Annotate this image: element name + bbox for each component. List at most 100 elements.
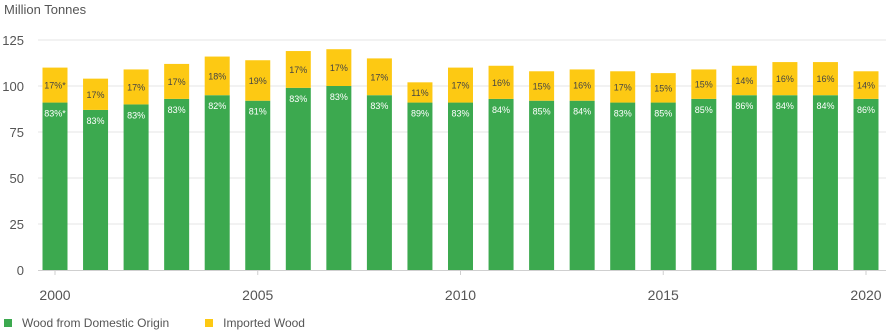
y-tick-label: 100 [2,79,24,94]
bar-domestic-2015 [650,102,676,270]
label-imported-2002: 17% [127,82,145,92]
label-domestic-2000: 83%* [44,109,66,119]
bar-imported-2011 [488,65,514,99]
legend: Wood from Domestic Origin Imported Wood [4,314,341,332]
label-domestic-2007: 83% [330,92,348,102]
bar-domestic-2020 [853,98,879,270]
y-axis-title: Million Tonnes [4,2,87,17]
bars [42,49,879,271]
bar-labels: 17%* 83%* 17% 83% 17% 83% 17% 83% 18% 82% 19% 81% 17… [44,63,875,126]
bar-imported-2002 [123,69,149,105]
label-imported-2015: 15% [654,83,672,93]
bar-imported-2017 [731,65,757,96]
label-imported-2014: 17% [614,82,632,92]
bar-imported-2018 [772,62,798,96]
label-imported-2020: 14% [857,81,875,91]
bar-domestic-2007 [326,86,352,270]
label-domestic-2014: 83% [614,109,632,119]
y-tick-label: 125 [2,33,24,48]
label-imported-2006: 17% [289,65,307,75]
label-imported-2008: 17% [370,72,388,82]
x-tick-label: 2005 [242,287,273,303]
bar-domestic-2014 [610,102,636,270]
label-imported-2009: 11% [411,88,428,98]
x-axis-ticks: 2000 2005 2010 2015 2020 [39,287,881,303]
label-domestic-2013: 84% [573,107,591,117]
bar-domestic-2006 [285,87,311,270]
bar-domestic-2008 [366,95,392,270]
label-imported-2017: 14% [735,76,753,86]
label-domestic-2012: 85% [533,107,551,117]
bar-domestic-2000 [42,102,68,270]
label-domestic-2002: 83% [127,110,145,120]
label-imported-2013: 16% [573,81,591,91]
bar-imported-2004 [204,56,230,96]
label-imported-2004: 18% [208,71,226,81]
bar-domestic-2001 [83,109,109,270]
label-domestic-2010: 83% [451,109,469,119]
bar-domestic-2017 [731,95,757,270]
label-imported-2018: 16% [776,74,794,84]
label-imported-2003: 17% [168,77,186,87]
bar-imported-2003 [164,63,190,99]
label-imported-2011: 16% [492,78,510,88]
y-axis-ticks: 0 25 50 75 100 125 [2,33,24,278]
bar-domestic-2005 [245,100,271,270]
bar-domestic-2003 [164,98,190,270]
label-imported-2005: 19% [249,76,267,86]
bar-domestic-2018 [772,95,798,270]
bar-domestic-2011 [488,98,514,270]
bar-imported-2009 [407,82,433,103]
y-tick-label: 50 [10,171,24,186]
bar-domestic-2004 [204,95,230,270]
bar-imported-2010 [448,67,473,103]
label-domestic-2015: 85% [654,109,672,119]
label-domestic-2019: 84% [816,101,834,111]
label-imported-2012: 15% [533,82,551,92]
bar-imported-2008 [366,58,392,96]
legend-item-domestic: Wood from Domestic Origin [4,316,169,330]
label-imported-2016: 15% [695,80,713,90]
bar-imported-2001 [83,78,109,110]
label-domestic-2006: 83% [289,94,307,104]
bar-imported-2006 [285,51,311,88]
label-imported-2019: 16% [816,74,834,84]
label-domestic-2001: 83% [87,116,105,126]
label-domestic-2018: 84% [776,101,794,111]
bar-domestic-2019 [812,95,838,270]
label-domestic-2005: 81% [249,107,267,117]
label-domestic-2017: 86% [735,101,753,111]
bar-domestic-2016 [691,98,717,270]
x-tick-label: 2000 [39,287,70,303]
bar-imported-2019 [812,62,838,96]
bar-imported-2005 [245,60,271,101]
label-domestic-2011: 84% [492,105,510,115]
label-imported-2010: 17% [451,81,469,91]
bar-domestic-2012 [529,100,555,270]
bar-domestic-2009 [407,102,433,270]
legend-swatch-domestic [4,319,12,327]
x-axis [38,270,886,275]
bar-imported-2016 [691,69,717,99]
label-imported-2001: 17% [87,90,105,100]
bar-domestic-2010 [448,102,473,270]
legend-label-domestic: Wood from Domestic Origin [22,316,170,330]
bar-domestic-2013 [569,100,595,270]
bar-imported-2020 [853,71,879,99]
bar-imported-2015 [650,73,676,103]
legend-swatch-imported [205,319,214,327]
bar-imported-2007 [326,49,352,86]
bar-imported-2014 [610,71,636,103]
bar-imported-2013 [569,69,595,101]
label-domestic-2016: 85% [695,105,713,115]
x-tick-label: 2020 [850,287,881,303]
label-domestic-2020: 86% [857,105,875,115]
bar-imported-2012 [529,71,555,101]
label-imported-2000: 17%* [44,81,66,91]
label-imported-2007: 17% [330,63,348,73]
label-domestic-2008: 83% [370,101,388,111]
legend-label-imported: Imported Wood [223,316,305,330]
y-tick-label: 75 [10,125,24,140]
bar-domestic-2002 [123,104,149,271]
